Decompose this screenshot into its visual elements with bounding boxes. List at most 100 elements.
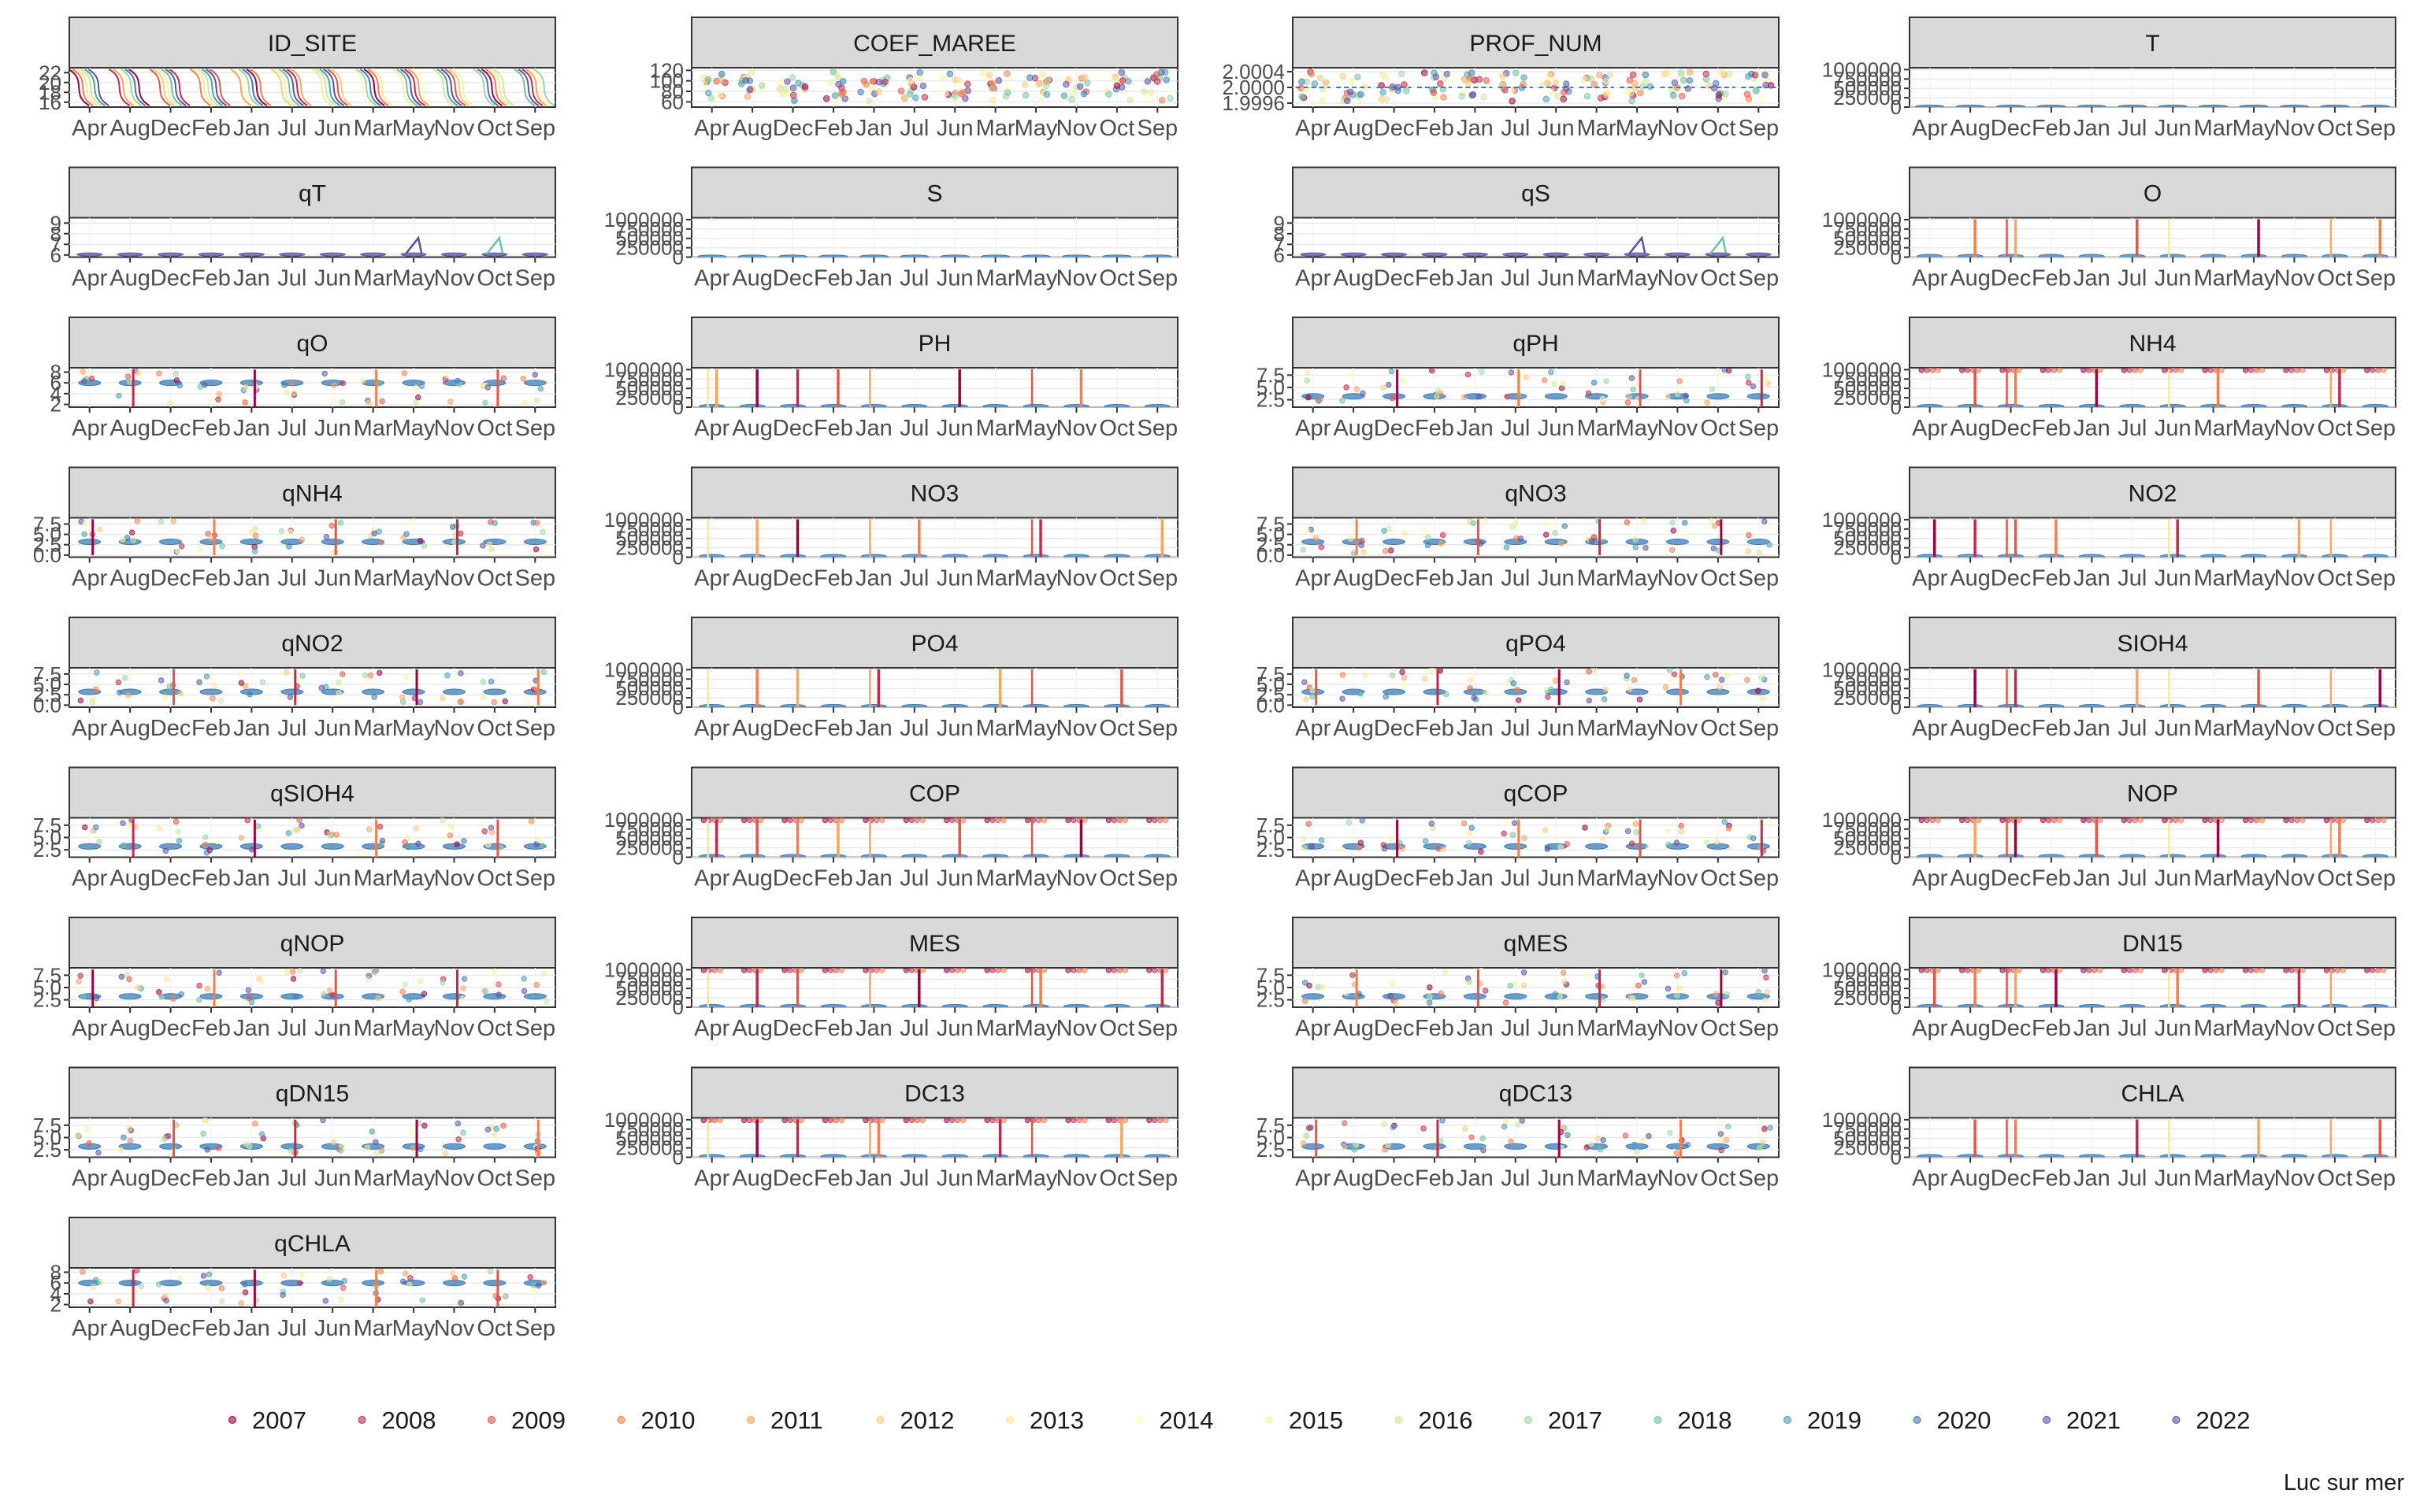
facet-title: qNH4: [282, 481, 343, 507]
data-point: [1433, 74, 1439, 80]
facet-qph-panel: qPH7.55.02.5AprAugDecFebJanJulJunMarMayN…: [1256, 317, 1779, 441]
data-point: [1768, 1125, 1773, 1131]
data-point: [1765, 990, 1770, 995]
x-tick-label: Mar: [976, 1166, 1015, 1191]
data-point: [1564, 841, 1570, 847]
data-point: [782, 817, 787, 822]
facet-plot-area: [1910, 668, 2396, 707]
data-point: [2208, 968, 2213, 973]
data-point: [1304, 696, 1309, 702]
y-tick-label: 16: [39, 91, 61, 114]
data-point: [1646, 1133, 1652, 1139]
data-point: [989, 86, 996, 92]
data-point: [1631, 85, 1638, 91]
data-point: [1508, 87, 1514, 94]
x-tick-label: Jan: [233, 866, 270, 891]
data-point: [78, 698, 84, 703]
data-point: [280, 1292, 286, 1298]
data-point: [535, 521, 540, 526]
data-point: [1754, 87, 1760, 94]
data-point: [1668, 1130, 1673, 1136]
x-tick-label: Mar: [1577, 1166, 1616, 1191]
data-point: [1746, 549, 1751, 554]
data-point: [1750, 384, 1756, 389]
data-point: [1521, 983, 1527, 988]
data-point: [718, 968, 722, 973]
data-point: [1679, 823, 1684, 828]
x-tick-label: May: [1616, 416, 1659, 441]
data-point: [2121, 817, 2126, 822]
data-point: [1001, 968, 1006, 973]
x-tick-label: Feb: [191, 1316, 231, 1341]
data-point: [1624, 520, 1630, 525]
data-point: [2208, 368, 2213, 372]
data-point: [712, 1117, 717, 1122]
data-point: [1726, 72, 1732, 78]
data-point: [538, 386, 544, 391]
x-tick-label: Apr: [72, 866, 107, 891]
data-point: [2208, 817, 2213, 822]
data-point: [1959, 368, 1964, 372]
data-point: [1631, 677, 1637, 683]
data-point: [492, 699, 497, 705]
x-tick-label: Oct: [1700, 566, 1735, 591]
data-point: [293, 994, 299, 999]
data-point: [1159, 97, 1165, 103]
data-point: [1041, 817, 1046, 822]
data-point: [743, 77, 749, 83]
data-point: [1126, 79, 1132, 85]
x-tick-label: May: [1015, 1016, 1058, 1041]
caption: Luc sur mer: [2284, 1470, 2404, 1495]
data-point: [1350, 973, 1356, 978]
x-tick-label: Jul: [900, 1016, 929, 1041]
x-tick-label: Oct: [2317, 116, 2352, 141]
x-tick-label: Oct: [1099, 266, 1134, 291]
x-tick-label: Jan: [233, 116, 270, 141]
x-tick-label: Jun: [937, 416, 974, 441]
data-point: [1383, 695, 1389, 700]
data-point: [2259, 368, 2264, 372]
data-point: [1561, 89, 1567, 95]
data-point: [1082, 968, 1087, 973]
x-tick-label: Sep: [514, 266, 555, 291]
legend-label: 2014: [1160, 1406, 1214, 1434]
violin: [160, 1280, 182, 1286]
data-point: [489, 547, 495, 553]
data-point: [2340, 968, 2345, 973]
data-point: [321, 991, 327, 997]
x-tick-label: Jun: [2155, 1166, 2192, 1191]
data-point: [247, 995, 252, 1001]
data-point: [1479, 849, 1484, 854]
data-point: [1071, 1117, 1076, 1122]
data-point: [1647, 83, 1654, 90]
data-point: [960, 89, 967, 95]
data-point: [126, 823, 132, 828]
data-point: [2289, 968, 2294, 973]
data-point: [413, 400, 418, 406]
x-tick-label: Dec: [1374, 566, 1415, 591]
data-point: [1312, 81, 1318, 87]
data-point: [1340, 696, 1345, 702]
x-tick-label: Sep: [1137, 416, 1178, 441]
data-point: [329, 523, 335, 528]
data-point: [163, 848, 169, 854]
data-point: [128, 1138, 133, 1143]
x-tick-label: Jun: [2155, 1016, 2192, 1041]
data-point: [1711, 546, 1717, 551]
data-point: [1382, 1121, 1387, 1127]
data-point: [828, 79, 834, 85]
y-tick-label: 0: [1891, 995, 1902, 1019]
data-point: [2284, 968, 2288, 973]
data-point: [1342, 1144, 1347, 1150]
x-tick-label: Aug: [732, 1016, 773, 1041]
data-point: [1500, 80, 1506, 87]
data-point: [1026, 75, 1033, 81]
data-point: [494, 1126, 499, 1132]
violin: [362, 689, 384, 695]
data-point: [217, 999, 223, 1005]
data-point: [2132, 368, 2137, 372]
data-point: [288, 529, 294, 535]
data-point: [2219, 968, 2224, 973]
x-tick-label: Oct: [2317, 866, 2352, 891]
x-tick-label: Aug: [109, 1016, 150, 1041]
